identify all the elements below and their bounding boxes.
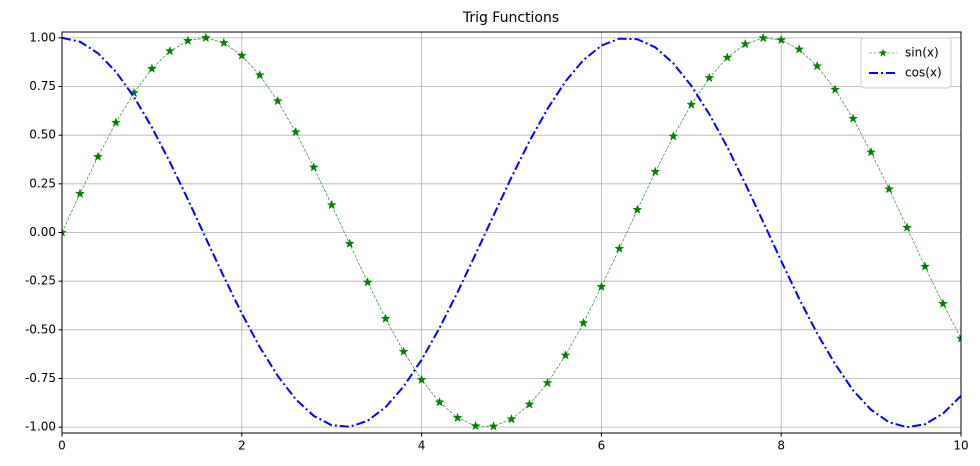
plot-area (62, 32, 961, 431)
y-tick-label: 1.00 (29, 30, 56, 44)
point-marker (452, 412, 463, 423)
point-marker (740, 38, 751, 49)
point-marker (542, 377, 553, 388)
x-tick-label: 4 (418, 439, 426, 453)
point-marker (200, 32, 211, 43)
point-marker (524, 399, 535, 409)
point-marker (434, 396, 445, 407)
point-marker (758, 32, 769, 43)
point-marker (848, 113, 859, 123)
point-marker (686, 99, 697, 109)
y-tick-label: 0.50 (29, 128, 56, 142)
point-marker (218, 37, 229, 48)
y-tick-label: -1.00 (25, 420, 56, 434)
series-line (62, 37, 961, 427)
point-marker (92, 151, 103, 162)
point-marker (290, 126, 301, 137)
point-marker (794, 44, 805, 54)
point-marker (488, 421, 499, 431)
point-marker (884, 183, 895, 194)
point-marker (902, 222, 913, 232)
point-marker (182, 35, 193, 46)
point-marker (470, 420, 481, 431)
point-marker (308, 162, 319, 172)
point-marker (955, 333, 961, 343)
y-tick-label: -0.25 (25, 274, 56, 288)
point-marker (938, 298, 949, 309)
point-marker (398, 346, 409, 356)
point-marker (326, 199, 337, 210)
chart-title: Trig Functions (462, 10, 559, 26)
y-tick-label: -0.50 (25, 322, 56, 336)
point-marker (668, 131, 679, 141)
point-marker (578, 317, 589, 328)
point-marker (272, 95, 283, 106)
grid (61, 32, 962, 433)
x-tick-label: 10 (953, 439, 968, 453)
point-marker (362, 277, 373, 287)
point-marker (776, 34, 787, 45)
point-marker (830, 84, 841, 94)
legend-marker (878, 48, 888, 57)
axes: -1.00 -0.75 -0.50 -0.25 0.00 0.25 0.50 0.75 1.00… (25, 30, 969, 452)
point-marker (416, 374, 427, 385)
x-tick-label: 6 (598, 439, 606, 453)
point-marker (110, 117, 121, 127)
point-marker (920, 261, 931, 271)
point-marker (164, 45, 175, 56)
point-marker (650, 166, 661, 177)
point-marker (506, 413, 517, 424)
point-marker (812, 60, 823, 71)
point-marker (380, 313, 391, 323)
legend: sin(x) cos(x) (860, 37, 952, 89)
legend-label: sin(x) (905, 46, 939, 60)
legend-label: cos(x) (905, 66, 942, 80)
y-tick-label: 0.75 (29, 79, 56, 93)
y-tick-label: 0.25 (29, 176, 56, 190)
point-marker (596, 281, 607, 292)
point-marker (560, 350, 571, 360)
point-marker (146, 63, 157, 74)
point-marker (614, 243, 625, 253)
point-marker (74, 188, 85, 199)
point-marker (722, 52, 733, 62)
point-marker (866, 147, 877, 157)
point-marker (254, 69, 265, 80)
y-tick-label: -0.75 (25, 371, 56, 385)
x-tick-label: 2 (238, 439, 246, 453)
x-tick-label: 0 (58, 439, 66, 453)
point-marker (236, 50, 247, 60)
x-tick-label: 8 (777, 439, 785, 453)
point-marker (632, 204, 643, 214)
y-tick-label: 0.00 (29, 225, 56, 239)
point-marker (344, 238, 355, 249)
point-marker (704, 72, 715, 83)
point-marker (62, 227, 68, 237)
series-line (62, 36, 961, 429)
